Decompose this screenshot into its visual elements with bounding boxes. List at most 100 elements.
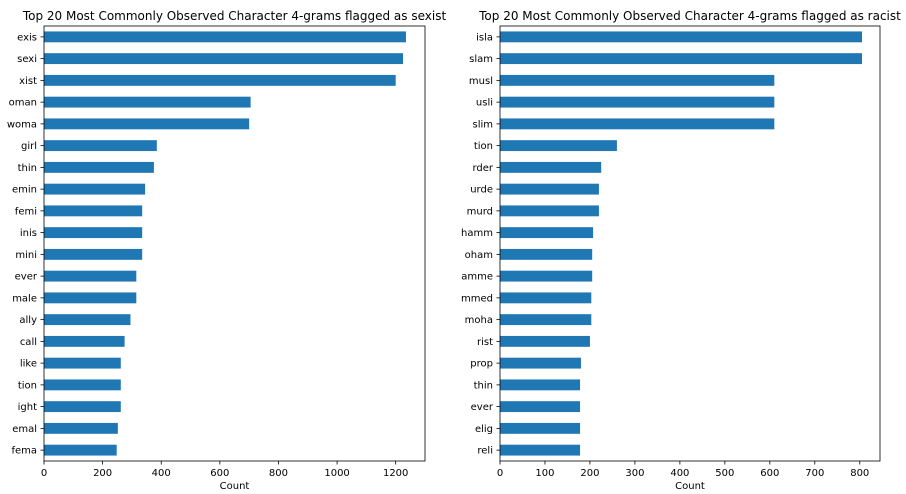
sexist-x-tick-label: 200 <box>93 468 112 479</box>
sexist-bar-male <box>44 292 137 304</box>
racist-y-tick-label: tion <box>474 141 493 152</box>
sexist-y-tick-label: ight <box>18 402 37 413</box>
racist-y-tick-label: thin <box>474 380 493 391</box>
racist-chart-title: Top 20 Most Commonly Observed Character … <box>478 9 901 23</box>
racist-bar-hamm <box>500 227 594 239</box>
sexist-chart-title: Top 20 Most Commonly Observed Character … <box>22 9 447 23</box>
sexist-bar-girl <box>44 140 157 152</box>
sexist-y-tick-label: exis <box>17 32 37 43</box>
sexist-bar-tion <box>44 379 121 391</box>
racist-bar-slam <box>500 53 863 65</box>
sexist-x-axis-label: Count <box>220 481 250 492</box>
racist-y-tick-label: slam <box>469 54 493 65</box>
racist-bar-ever <box>500 401 581 413</box>
racist-bar-murd <box>500 205 599 217</box>
racist-chart-panel: Top 20 Most Commonly Observed Character … <box>461 9 901 492</box>
racist-bar-oham <box>500 248 593 260</box>
sexist-bar-oman <box>44 96 251 108</box>
racist-y-tick-label: slim <box>472 119 493 130</box>
racist-y-tick-label: amme <box>461 272 493 283</box>
sexist-bar-sexi <box>44 53 404 65</box>
racist-y-tick-label: rist <box>477 337 493 348</box>
sexist-y-tick-label: like <box>20 359 37 370</box>
racist-y-tick-label: murd <box>467 206 493 217</box>
sexist-bar-ally <box>44 314 131 326</box>
racist-bar-musl <box>500 74 775 86</box>
sexist-y-tick-label: femi <box>15 206 37 217</box>
racist-y-tick-label: oham <box>465 250 493 261</box>
racist-bar-slim <box>500 118 775 130</box>
sexist-chart-panel: Top 20 Most Commonly Observed Character … <box>7 9 447 492</box>
racist-y-tick-label: rder <box>472 163 493 174</box>
sexist-bar-emal <box>44 422 118 434</box>
racist-x-tick-label: 100 <box>535 468 554 479</box>
racist-y-tick-label: ever <box>471 402 494 413</box>
sexist-y-tick-label: emal <box>12 424 37 435</box>
sexist-y-tick-label: ever <box>15 272 38 283</box>
sexist-bar-emin <box>44 183 146 195</box>
sexist-bar-exis <box>44 31 406 43</box>
racist-bar-reli <box>500 444 581 456</box>
racist-bar-mmed <box>500 292 592 304</box>
sexist-y-tick-label: mini <box>15 250 37 261</box>
sexist-bar-xist <box>44 74 396 86</box>
racist-bar-usli <box>500 96 775 108</box>
racist-x-axis-label: Count <box>675 481 705 492</box>
sexist-y-tick-label: call <box>20 337 37 348</box>
racist-y-tick-label: urde <box>470 185 493 196</box>
sexist-bar-fema <box>44 444 117 456</box>
racist-bar-elig <box>500 422 581 434</box>
racist-x-tick-label: 600 <box>760 468 779 479</box>
sexist-bar-ight <box>44 401 121 413</box>
racist-bar-moha <box>500 314 592 326</box>
sexist-y-tick-label: fema <box>11 446 37 457</box>
sexist-x-tick-label: 800 <box>269 468 288 479</box>
racist-y-tick-label: moha <box>465 315 493 326</box>
racist-y-tick-label: reli <box>477 446 493 457</box>
sexist-bar-mini <box>44 248 143 260</box>
sexist-y-tick-label: emin <box>12 185 37 196</box>
sexist-bar-ever <box>44 270 137 282</box>
racist-y-tick-label: musl <box>469 76 493 87</box>
sexist-y-tick-label: tion <box>18 380 37 391</box>
sexist-y-tick-label: sexi <box>17 54 37 65</box>
racist-x-tick-label: 800 <box>850 468 869 479</box>
racist-bar-prop <box>500 357 581 369</box>
racist-bar-urde <box>500 183 599 195</box>
sexist-plot-frame <box>43 25 426 462</box>
sexist-y-tick-label: male <box>12 293 37 304</box>
sexist-y-tick-label: xist <box>19 76 37 87</box>
racist-y-tick-label: hamm <box>461 228 493 239</box>
sexist-bar-like <box>44 357 121 369</box>
racist-bar-rder <box>500 161 602 173</box>
racist-bar-tion <box>500 140 617 152</box>
racist-plot-frame <box>499 25 881 462</box>
sexist-x-tick-label: 1000 <box>324 468 349 479</box>
sexist-bar-woma <box>44 118 250 130</box>
sexist-x-tick-label: 400 <box>152 468 171 479</box>
sexist-y-tick-label: girl <box>21 141 37 152</box>
sexist-y-tick-label: woma <box>7 119 37 130</box>
racist-bar-thin <box>500 379 581 391</box>
sexist-y-tick-label: thin <box>18 163 37 174</box>
sexist-x-tick-label: 1200 <box>383 468 408 479</box>
racist-bar-rist <box>500 335 590 347</box>
racist-y-tick-label: usli <box>476 98 493 109</box>
racist-x-tick-label: 0 <box>497 468 503 479</box>
sexist-bar-thin <box>44 161 154 173</box>
sexist-bar-inis <box>44 227 143 239</box>
racist-x-tick-label: 500 <box>715 468 734 479</box>
racist-y-tick-label: elig <box>475 424 493 435</box>
sexist-y-tick-label: oman <box>9 98 37 109</box>
racist-x-tick-label: 200 <box>580 468 599 479</box>
sexist-x-tick-label: 0 <box>41 468 47 479</box>
sexist-x-tick-label: 600 <box>210 468 229 479</box>
sexist-y-tick-label: inis <box>20 228 37 239</box>
sexist-y-tick-label: ally <box>19 315 37 326</box>
racist-y-tick-label: mmed <box>461 293 493 304</box>
sexist-bar-call <box>44 335 125 347</box>
racist-y-tick-label: prop <box>470 359 493 370</box>
racist-x-tick-label: 300 <box>625 468 644 479</box>
racist-x-tick-label: 400 <box>670 468 689 479</box>
